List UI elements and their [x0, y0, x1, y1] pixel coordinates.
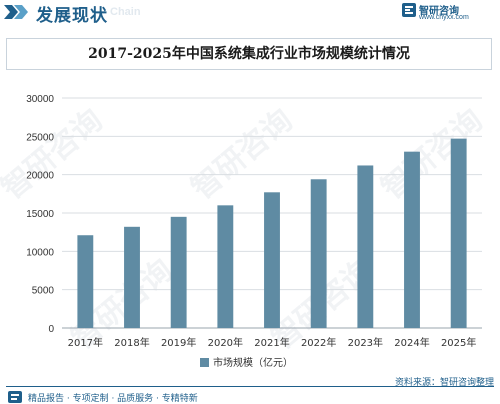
chart-title: 2017-2025年中国系统集成行业市场规模统计情况	[88, 46, 410, 62]
footer-divider	[6, 386, 494, 387]
section-chevron-icon	[4, 5, 28, 19]
bar	[404, 151, 420, 328]
brand-logo-icon	[402, 3, 416, 17]
brand-name: 智研咨询	[419, 6, 459, 17]
chart-title-box: 2017-2025年中国系统集成行业市场规模统计情况	[6, 38, 492, 70]
section-title: 发展现状	[36, 6, 108, 26]
y-tick-label: 10000	[26, 247, 54, 258]
bar	[264, 192, 280, 328]
y-tick-label: 15000	[26, 209, 54, 220]
bar	[170, 216, 187, 328]
y-tick-label: 30000	[26, 94, 54, 105]
x-tick-label: 2024年	[394, 336, 429, 349]
bar	[450, 138, 467, 328]
x-tick-label: 2017年	[68, 336, 103, 349]
section-subtitle: Chain	[110, 6, 141, 18]
x-tick-label: 2018年	[114, 336, 149, 349]
bar	[124, 226, 140, 328]
source-text: 资料来源：智研咨询整理	[394, 378, 494, 388]
x-tick-label: 2020年	[208, 336, 243, 349]
bar-chart: 0 5000 10000 15000 20000 25000 30000 2017年 2018年…	[26, 94, 482, 369]
x-tick-label: 2023年	[348, 336, 383, 349]
x-tick-label: 2021年	[254, 336, 289, 349]
brand-url: www.chyxx.com	[419, 14, 469, 21]
x-tick-label: 2019年	[161, 336, 196, 349]
footer-logo-icon	[8, 391, 22, 403]
footer-tagline: 精品报告 · 专项定制 · 品质服务 · 专精特新	[28, 394, 198, 404]
x-tick-label: 2025年	[441, 336, 476, 349]
y-tick-label: 20000	[26, 171, 54, 182]
header-bar: 发展现状 Chain 智研咨询 www.chyxx.com	[0, 0, 500, 26]
y-tick-label: 25000	[26, 132, 54, 143]
bar	[357, 165, 374, 328]
legend-swatch	[200, 358, 209, 367]
y-tick-label: 0	[48, 324, 54, 335]
y-tick-label: 5000	[32, 286, 55, 297]
x-tick-label: 2022年	[301, 336, 336, 349]
bar	[217, 205, 234, 328]
bar	[310, 179, 327, 328]
legend-label: 市场规模（亿元）	[213, 356, 293, 369]
bar	[77, 235, 94, 328]
